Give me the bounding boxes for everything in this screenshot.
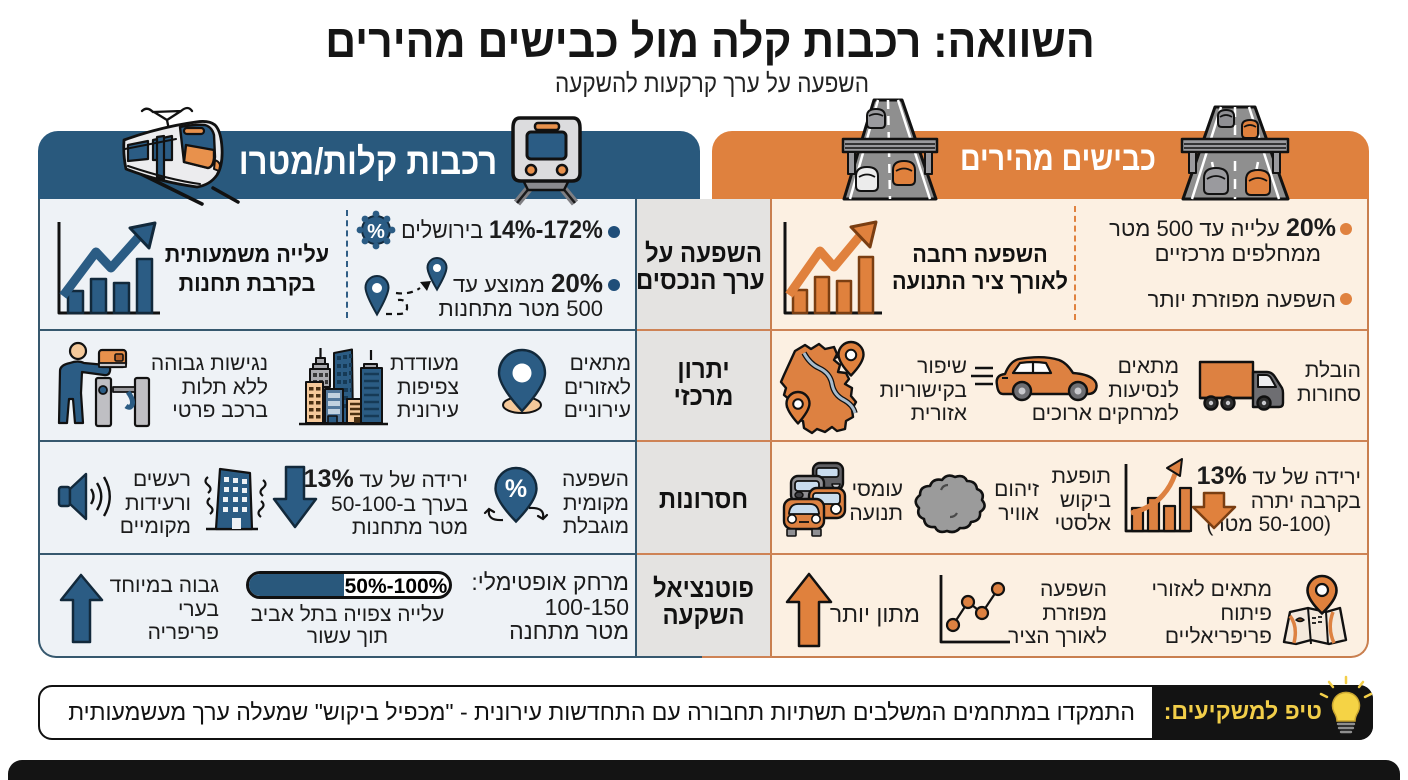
svg-text:%: % [505, 475, 527, 503]
svg-text:%: % [367, 221, 385, 243]
